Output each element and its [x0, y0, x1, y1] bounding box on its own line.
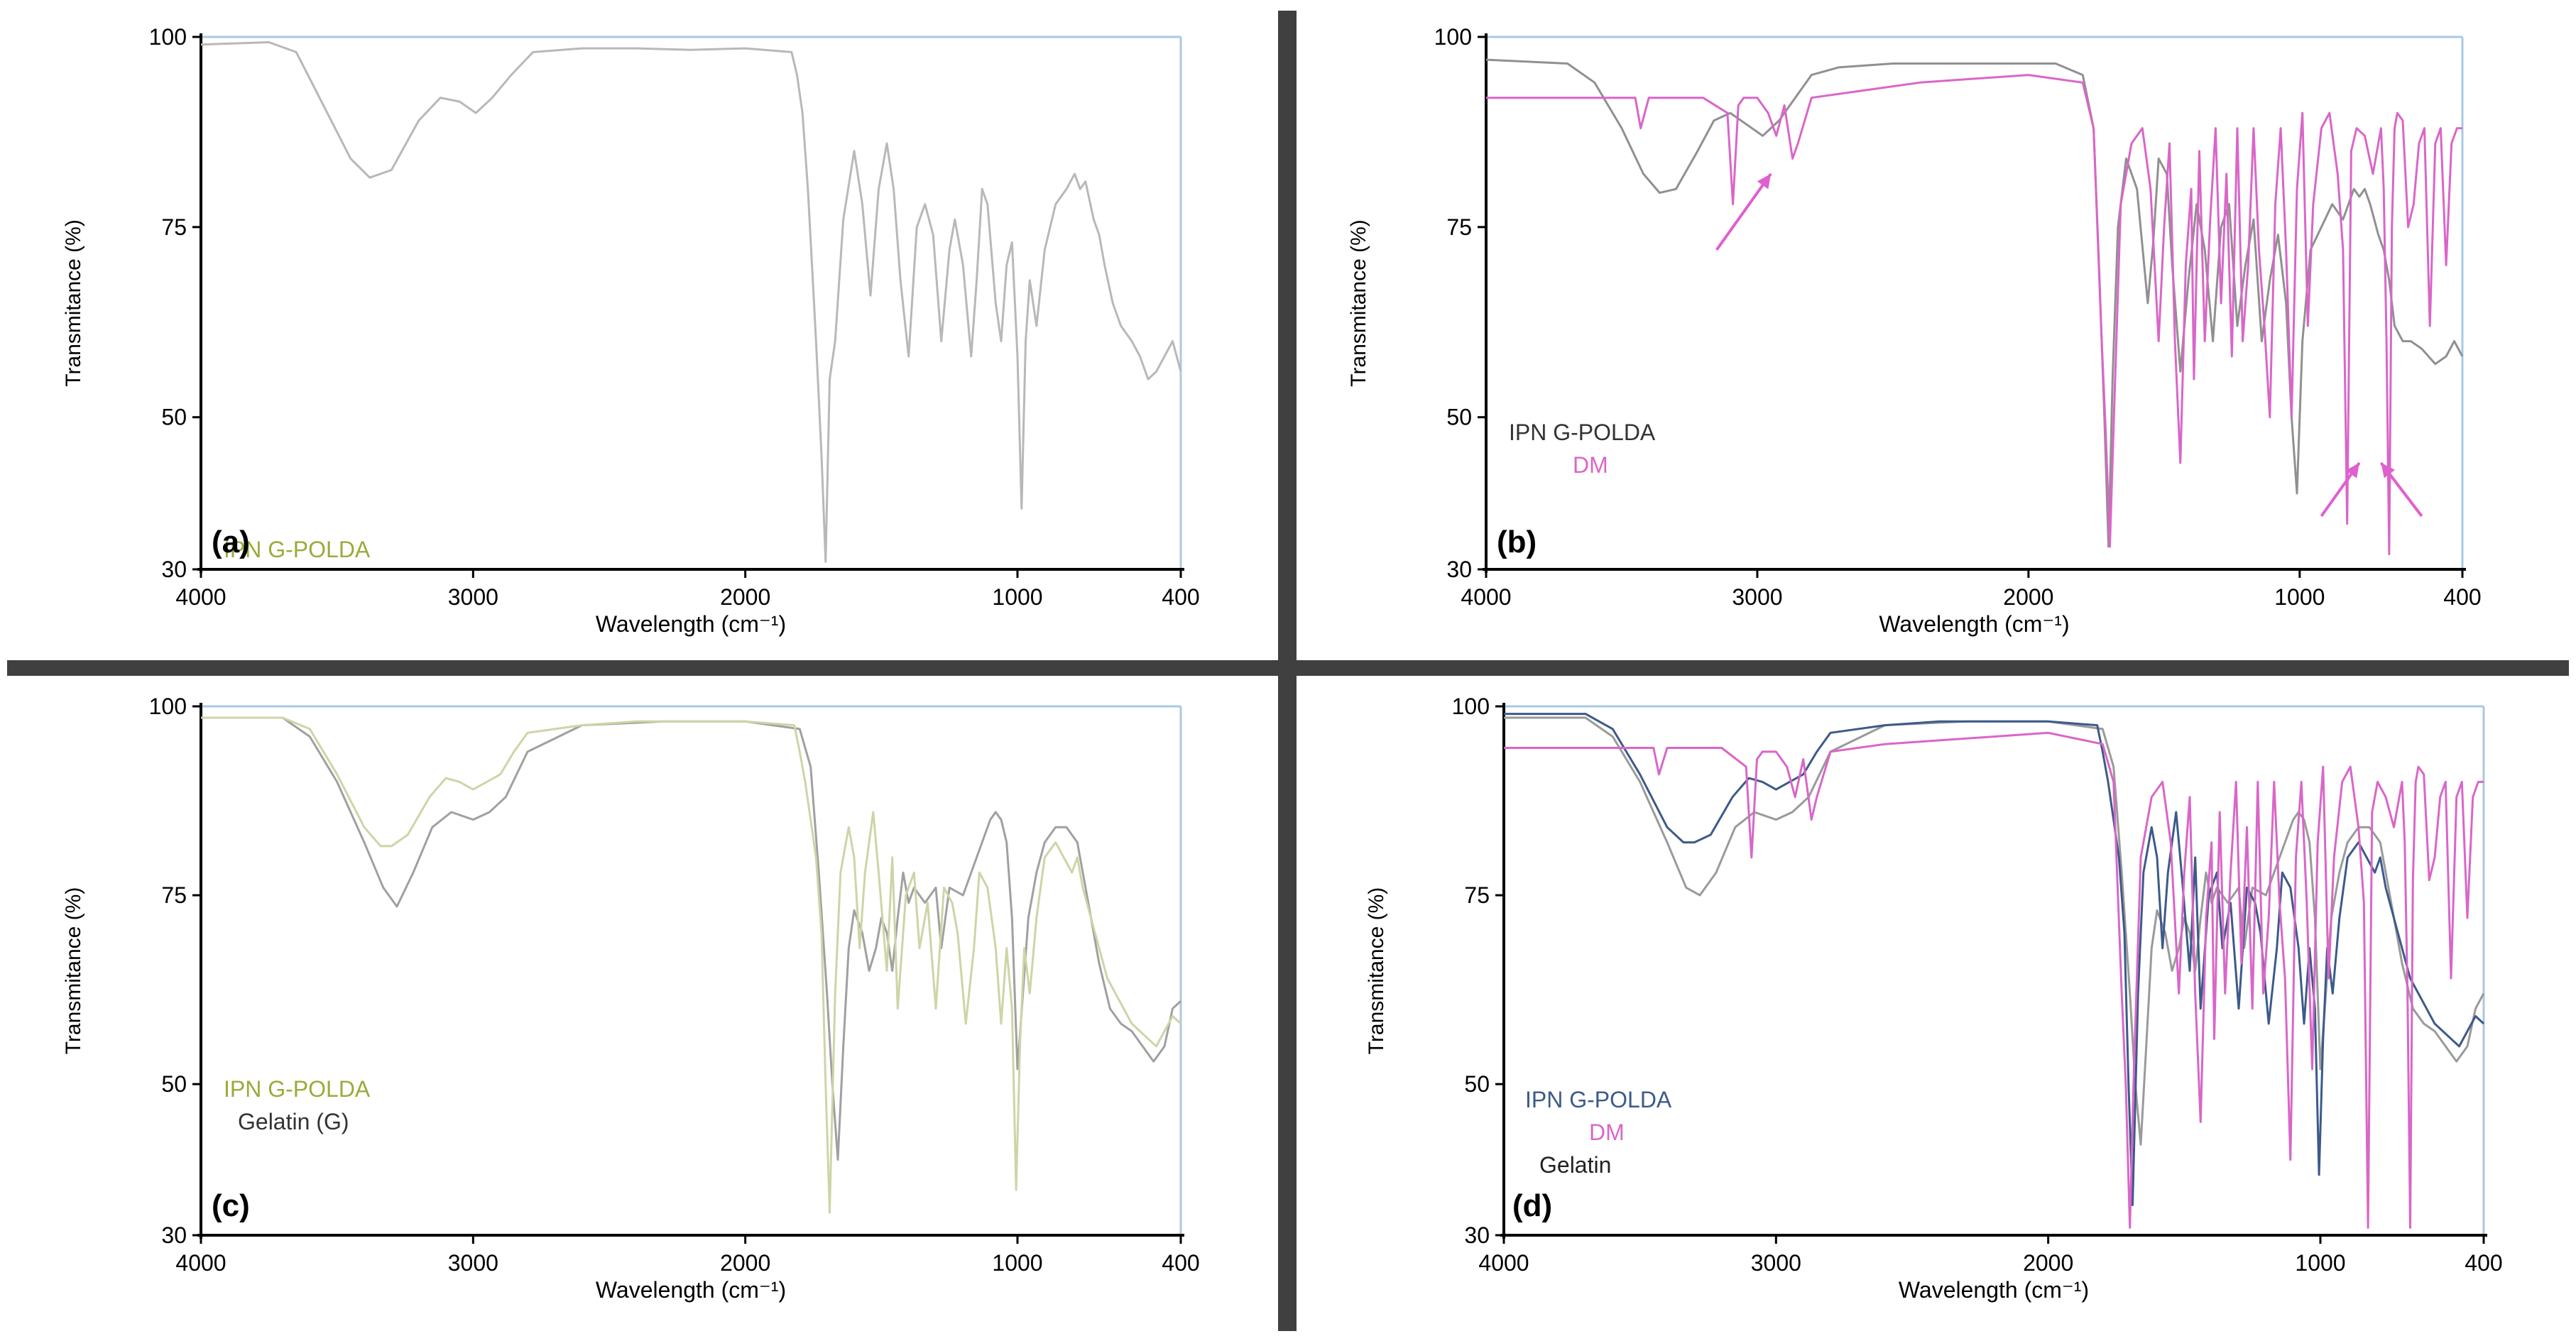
series-line-ipn [200, 41, 1182, 563]
y-tick-label: 100 [149, 24, 187, 50]
y-tick-label: 100 [1452, 694, 1490, 719]
y-tick-label: 75 [1464, 882, 1490, 908]
x-tick-label: 400 [1162, 584, 1199, 610]
x-axis-label: Wavelength (cm⁻¹) [1899, 1277, 2089, 1303]
x-tick-label: 4000 [175, 584, 226, 610]
y-tick-label: 30 [161, 557, 187, 582]
legend-entry: IPN G-POLDA [1525, 1087, 1672, 1112]
panel-label: (c) [212, 1188, 250, 1223]
legend-entry: IPN G-POLDA [1509, 420, 1656, 445]
y-tick-label: 75 [1446, 214, 1472, 240]
y-tick-label: 100 [1434, 24, 1472, 50]
series-line-gelatin [1504, 716, 2485, 1146]
y-axis-label: Transmitance (%) [1347, 219, 1370, 387]
x-axis-label: Wavelength (cm⁻¹) [596, 1277, 786, 1303]
legend-entry: Gelatin [1539, 1152, 1611, 1178]
y-tick-label: 50 [1446, 405, 1472, 430]
x-tick-label: 3000 [1732, 584, 1782, 610]
annotation-arrowhead [2345, 463, 2359, 478]
x-tick-label: 400 [2465, 1250, 2502, 1276]
x-tick-label: 1000 [992, 584, 1042, 610]
y-tick-label: 100 [149, 694, 187, 719]
x-tick-label: 4000 [1461, 584, 1511, 610]
legend-entry: IPN G-POLDA [224, 537, 371, 562]
x-tick-label: 400 [1162, 1250, 1199, 1276]
y-tick-label: 50 [161, 405, 187, 430]
panel-label: (b) [1497, 525, 1537, 559]
legend-entry: IPN G-POLDA [224, 1076, 371, 1102]
y-axis-label: Transmitance (%) [62, 219, 85, 387]
x-tick-label: 2000 [2003, 584, 2053, 610]
series-line-dm [1486, 74, 2462, 556]
vertical-divider [1278, 11, 1297, 1331]
series-line-ipn [1485, 58, 2464, 548]
x-tick-label: 4000 [1478, 1250, 1529, 1276]
x-tick-label: 1000 [992, 1250, 1042, 1276]
x-axis-label: Wavelength (cm⁻¹) [1879, 611, 2069, 637]
x-tick-label: 4000 [175, 1250, 226, 1276]
x-axis-label: Wavelength (cm⁻¹) [596, 611, 786, 637]
x-tick-label: 3000 [448, 584, 498, 610]
y-tick-label: 50 [1464, 1071, 1490, 1097]
y-tick-label: 50 [161, 1071, 187, 1097]
x-tick-label: 400 [2443, 584, 2481, 610]
x-tick-label: 3000 [1751, 1250, 1801, 1276]
series-line-gelatin [201, 716, 1182, 1161]
y-axis-label: Transmitance (%) [1365, 887, 1388, 1055]
series-line-dm [1504, 731, 2484, 1229]
x-tick-label: 1000 [2295, 1250, 2345, 1276]
x-tick-label: 2000 [2023, 1250, 2073, 1276]
legend-entry: DM [1573, 452, 1608, 478]
y-tick-label: 30 [1446, 557, 1472, 582]
y-tick-label: 75 [161, 214, 187, 240]
legend-entry: Gelatin (G) [238, 1109, 349, 1134]
series-line-ipn [201, 716, 1182, 1214]
x-tick-label: 2000 [720, 584, 770, 610]
y-axis-label: Transmitance (%) [62, 887, 85, 1055]
x-tick-label: 3000 [448, 1250, 498, 1276]
y-tick-label: 30 [1464, 1222, 1490, 1248]
x-tick-label: 2000 [720, 1250, 770, 1276]
y-tick-label: 75 [161, 882, 187, 908]
panel-label: (d) [1512, 1188, 1552, 1223]
legend-entry: DM [1589, 1120, 1625, 1145]
x-tick-label: 1000 [2274, 584, 2325, 610]
y-tick-label: 30 [161, 1222, 187, 1248]
annotation-arrowhead [2381, 463, 2396, 478]
panel-label: (a) [212, 525, 250, 559]
annotation-arrowhead [1757, 173, 1772, 190]
annotation-arrow [1715, 173, 1772, 251]
